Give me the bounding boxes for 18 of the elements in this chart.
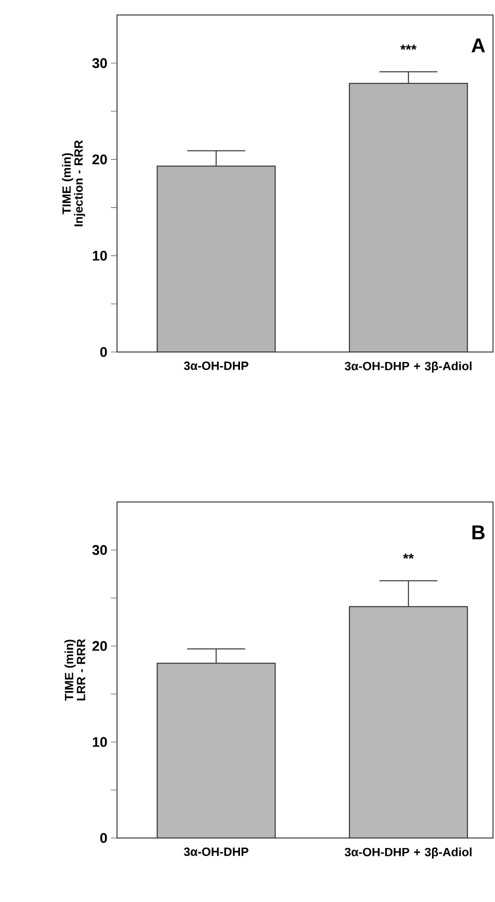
y-tick-label: 0: [100, 833, 107, 843]
y-tick-label: 0: [100, 347, 107, 357]
x-tick-label: 3α-OH-DHP + 3β-Adiol: [344, 848, 472, 859]
y-axis-title: TIME (min) Injection - RRR: [62, 140, 86, 226]
y-tick-label: 20: [92, 154, 107, 164]
x-tick-label: 3α-OH-DHP + 3β-Adiol: [344, 362, 472, 373]
y-tick-label: 10: [92, 737, 107, 747]
y-tick-label: 20: [92, 641, 107, 651]
annotation: B: [472, 526, 485, 540]
annotation: **: [403, 554, 414, 559]
annotation: ***: [400, 44, 417, 50]
y-axis-title: TIME (min) LRR - RRR: [64, 639, 86, 701]
y-tick-label: 30: [92, 545, 107, 555]
y-tick-label: 10: [92, 250, 107, 261]
y-tick-label: 30: [92, 58, 107, 68]
annotation: A: [472, 38, 485, 52]
x-tick-label: 3α-OH-DHP: [184, 848, 248, 856]
x-tick-label: 3α-OH-DHP: [184, 362, 248, 370]
